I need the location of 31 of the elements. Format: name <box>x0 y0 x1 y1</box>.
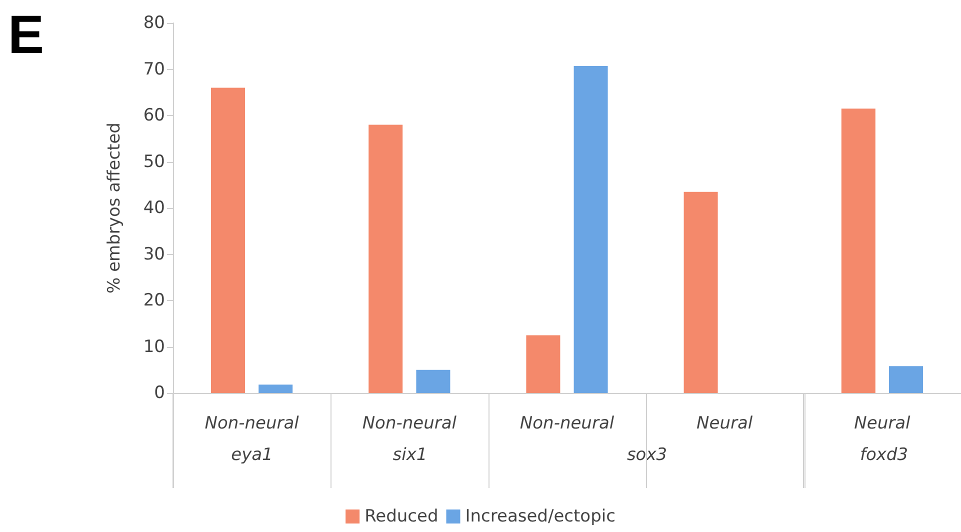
bar <box>684 192 718 393</box>
bar <box>368 124 403 393</box>
y-tick-label: 30 <box>143 244 165 264</box>
bar <box>841 108 876 393</box>
x-tick-label: Neural <box>854 414 911 434</box>
x-tick-label: Non-neural <box>520 414 614 434</box>
bar <box>211 88 245 393</box>
bar <box>889 366 923 393</box>
y-tick-label: 70 <box>143 59 165 80</box>
y-tick-label: 60 <box>143 106 165 126</box>
y-tick-label: 0 <box>154 383 165 403</box>
bar <box>416 370 450 393</box>
bar <box>526 335 560 393</box>
x-tick-label: Non-neural <box>204 414 300 434</box>
text: eya1 <box>231 445 273 465</box>
x-tick-label: Non-neural <box>362 414 457 434</box>
text: sox3 <box>626 445 668 465</box>
y-tick-label: 10 <box>143 336 165 357</box>
bar <box>258 384 293 393</box>
x-tick-label: Neural <box>696 414 753 434</box>
y-axis-title: % embryos affected <box>104 122 124 294</box>
y-tick-label: 80 <box>143 13 165 33</box>
y-tick-label: 40 <box>143 198 165 218</box>
legend-label: Reduced <box>364 506 438 526</box>
text: foxd3 <box>860 445 908 465</box>
y-tick-label: 50 <box>143 152 165 172</box>
y-tick-label: 20 <box>143 290 165 310</box>
text: six1 <box>392 445 428 465</box>
text: E <box>8 5 44 65</box>
bar <box>574 66 608 393</box>
legend-label: Increased/ectopic <box>465 506 616 526</box>
